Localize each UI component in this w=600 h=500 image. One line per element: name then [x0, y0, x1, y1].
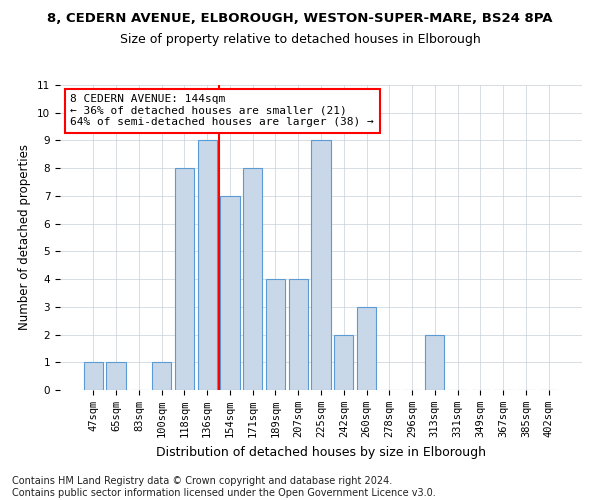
Bar	[84, 362, 103, 390]
Text: 8 CEDERN AVENUE: 144sqm
← 36% of detached houses are smaller (21)
64% of semi-de: 8 CEDERN AVENUE: 144sqm ← 36% of detache…	[70, 94, 374, 128]
Bar	[175, 168, 194, 390]
Bar	[152, 362, 172, 390]
Text: 8, CEDERN AVENUE, ELBOROUGH, WESTON-SUPER-MARE, BS24 8PA: 8, CEDERN AVENUE, ELBOROUGH, WESTON-SUPE…	[47, 12, 553, 26]
Bar	[357, 307, 376, 390]
Bar	[243, 168, 262, 390]
Bar	[106, 362, 126, 390]
X-axis label: Distribution of detached houses by size in Elborough: Distribution of detached houses by size …	[156, 446, 486, 458]
Bar	[197, 140, 217, 390]
Bar	[289, 279, 308, 390]
Text: Contains HM Land Registry data © Crown copyright and database right 2024.
Contai: Contains HM Land Registry data © Crown c…	[12, 476, 436, 498]
Bar	[425, 334, 445, 390]
Bar	[266, 279, 285, 390]
Bar	[334, 334, 353, 390]
Y-axis label: Number of detached properties: Number of detached properties	[19, 144, 31, 330]
Bar	[220, 196, 239, 390]
Text: Size of property relative to detached houses in Elborough: Size of property relative to detached ho…	[119, 32, 481, 46]
Bar	[311, 140, 331, 390]
